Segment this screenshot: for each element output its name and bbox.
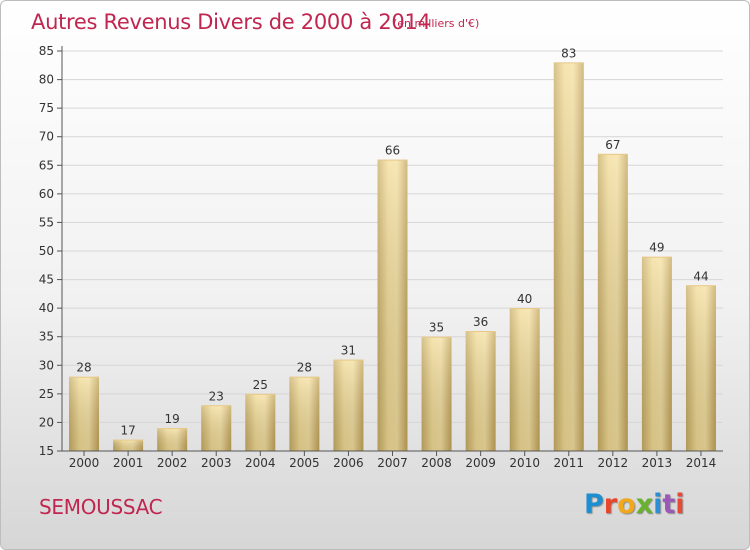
- bar-shade-2007: [377, 159, 408, 452]
- logo-letter: r: [603, 489, 618, 520]
- y-tick-label: 55: [39, 215, 54, 229]
- value-label-2014: 44: [693, 269, 708, 283]
- logo-letter: i: [653, 489, 663, 520]
- x-tick-label-2014: 2014: [686, 456, 717, 470]
- x-tick-label-2004: 2004: [245, 456, 276, 470]
- bar-shade-2003: [201, 405, 232, 451]
- value-label-2011: 83: [561, 46, 576, 60]
- chart-subtitle: (en milliers d'€): [393, 17, 480, 30]
- value-label-2013: 49: [649, 241, 664, 255]
- bar-shade-2008: [421, 336, 452, 451]
- x-tick-label-2000: 2000: [69, 456, 100, 470]
- y-tick-label: 15: [39, 444, 54, 458]
- bar-shade-2001: [113, 439, 144, 451]
- y-tick-label: 35: [39, 330, 54, 344]
- proxiti-logo: Proxiti: [584, 489, 685, 520]
- logo-letter: i: [675, 489, 685, 520]
- y-tick-label: 80: [39, 73, 54, 87]
- bar-shade-2012: [597, 153, 628, 451]
- bar-shade-2000: [69, 376, 100, 451]
- value-label-2002: 19: [165, 412, 180, 426]
- bar-shade-2011: [553, 62, 584, 452]
- y-tick-label: 65: [39, 158, 54, 172]
- x-tick-label-2013: 2013: [642, 456, 673, 470]
- y-tick-label: 60: [39, 187, 54, 201]
- logo-letter: t: [662, 489, 676, 520]
- x-tick-label-2011: 2011: [553, 456, 584, 470]
- value-label-2005: 28: [297, 361, 312, 375]
- bar-shade-2004: [245, 393, 276, 451]
- value-label-2003: 23: [209, 389, 224, 403]
- logo-letter: o: [617, 489, 636, 520]
- value-label-2006: 31: [341, 344, 356, 358]
- x-tick-label-2006: 2006: [333, 456, 364, 470]
- x-tick-label-2003: 2003: [201, 456, 232, 470]
- bar-shade-2013: [641, 256, 672, 451]
- x-tick-label-2005: 2005: [289, 456, 320, 470]
- x-tick-label-2009: 2009: [465, 456, 496, 470]
- bar-shade-2002: [157, 428, 188, 451]
- x-tick-label-2007: 2007: [377, 456, 408, 470]
- y-tick-label: 50: [39, 244, 54, 258]
- logo-letter: P: [584, 489, 604, 520]
- x-tick-label-2001: 2001: [113, 456, 144, 470]
- y-tick-label: 85: [39, 44, 54, 58]
- y-tick-label: 25: [39, 387, 54, 401]
- value-label-2001: 17: [120, 424, 135, 438]
- y-tick-label: 45: [39, 273, 54, 287]
- value-label-2009: 36: [473, 315, 488, 329]
- x-tick-label-2008: 2008: [421, 456, 452, 470]
- value-label-2010: 40: [517, 292, 532, 306]
- value-label-2004: 25: [253, 378, 268, 392]
- y-tick-label: 20: [39, 415, 54, 429]
- bar-shade-2005: [289, 376, 320, 451]
- x-tick-label-2010: 2010: [509, 456, 540, 470]
- x-tick-label-2002: 2002: [157, 456, 188, 470]
- value-label-2008: 35: [429, 321, 444, 335]
- bar-shade-2014: [685, 285, 716, 451]
- chart-title: Autres Revenus Divers de 2000 à 2014: [31, 10, 431, 34]
- y-tick-label: 70: [39, 130, 54, 144]
- y-tick-label: 40: [39, 301, 54, 315]
- y-tick-label: 75: [39, 101, 54, 115]
- logo-letter: x: [635, 489, 654, 520]
- city-name: SEMOUSSAC: [39, 495, 163, 519]
- bar-shade-2006: [333, 359, 364, 451]
- y-tick-label: 30: [39, 358, 54, 372]
- bar-shade-2010: [509, 308, 540, 451]
- value-label-2007: 66: [385, 144, 400, 158]
- x-tick-label-2012: 2012: [598, 456, 629, 470]
- bar-shade-2009: [465, 331, 496, 451]
- value-label-2000: 28: [76, 361, 91, 375]
- value-label-2012: 67: [605, 138, 620, 152]
